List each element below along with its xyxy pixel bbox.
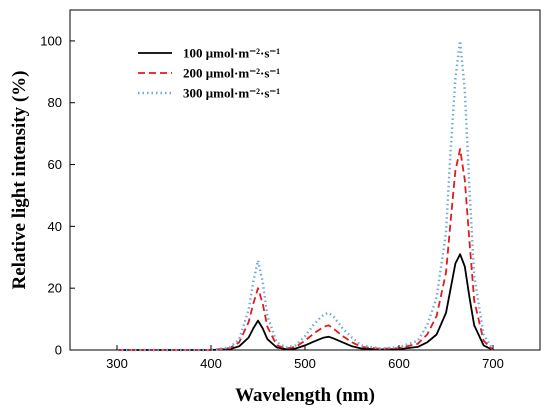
- x-tick-label: 600: [388, 356, 410, 371]
- series-layer: [117, 39, 495, 352]
- tick-layer: 300 400 500 600 700 0 20 40 60 80 100: [40, 33, 504, 371]
- legend-label-2: 200 μmol·m⁻²·s⁻¹: [183, 66, 280, 81]
- y-tick-label: 20: [48, 281, 62, 296]
- x-tick-label: 300: [106, 356, 128, 371]
- x-axis-title: Wavelength (nm): [235, 385, 375, 406]
- y-tick-label: 80: [48, 95, 62, 110]
- legend-label-1: 100 μmol·m⁻²·s⁻¹: [183, 46, 280, 61]
- y-tick-label: 60: [48, 157, 62, 172]
- y-tick-label: 0: [55, 343, 62, 358]
- series-line-1: [117, 253, 494, 351]
- x-tick-label: 400: [200, 356, 222, 371]
- x-tick-label: 500: [294, 356, 316, 371]
- legend: 100 μmol·m⁻²·s⁻¹ 200 μmol·m⁻²·s⁻¹ 300 μmol…: [138, 46, 280, 101]
- y-tick-label: 40: [48, 219, 62, 234]
- y-axis-title: Relative light intensity (%): [9, 70, 30, 289]
- legend-label-3: 300 μmol·m⁻²·s⁻¹: [183, 86, 280, 101]
- x-tick-label: 700: [482, 356, 504, 371]
- series-line-2: [117, 148, 494, 351]
- series-line-3: [117, 39, 495, 352]
- y-tick-label: 100: [40, 33, 62, 48]
